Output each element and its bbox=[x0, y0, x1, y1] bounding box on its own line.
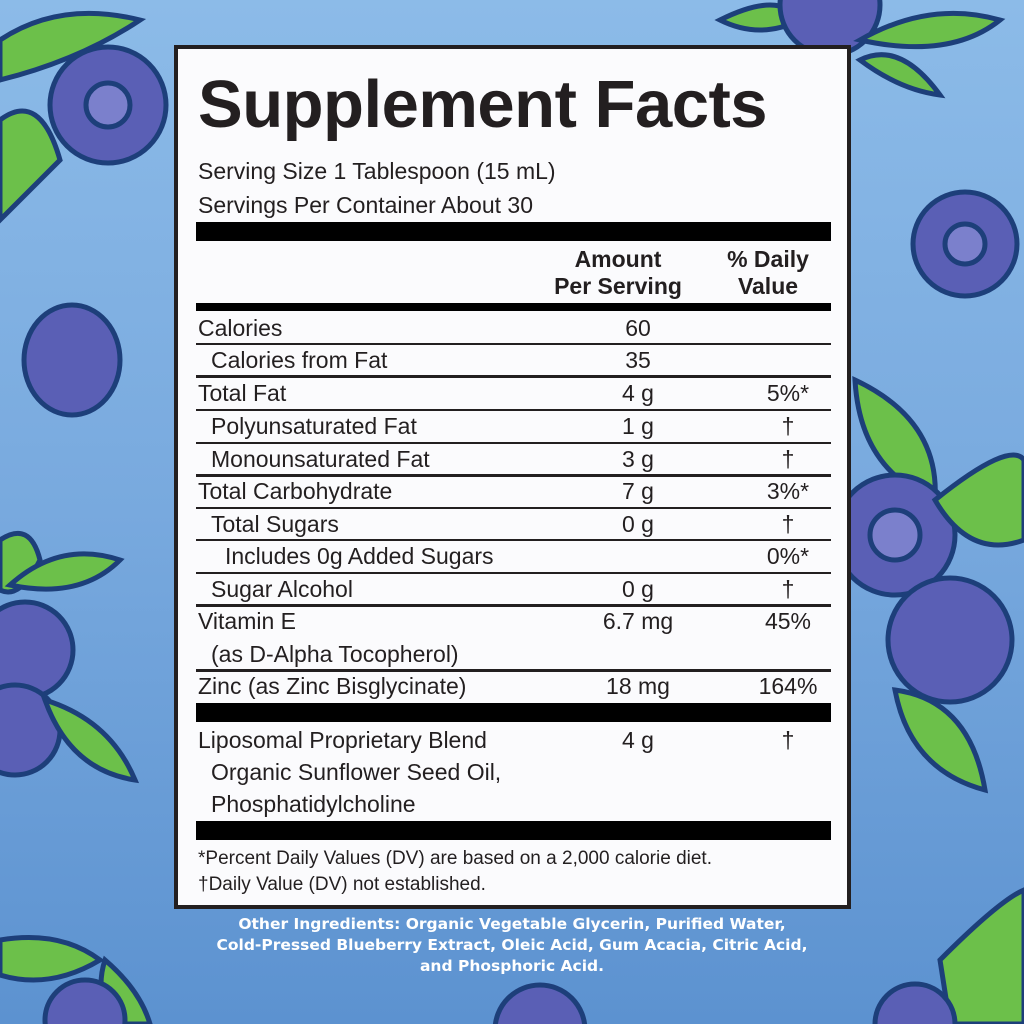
divider-thick bbox=[196, 821, 831, 840]
blend-amount: 4 g bbox=[622, 727, 654, 753]
blueberry-icon bbox=[21, 302, 123, 418]
nutrient-amount: 7 g bbox=[622, 478, 654, 504]
other-ingredients-line: Cold-Pressed Blueberry Extract, Oleic Ac… bbox=[216, 936, 808, 954]
panel-title: Supplement Facts bbox=[198, 67, 768, 142]
other-ingredients: Other Ingredients: Organic Vegetable Gly… bbox=[180, 914, 844, 977]
nutrient-name: Zinc (as Zinc Bisglycinate) bbox=[198, 673, 467, 699]
nutrient-name: Calories from Fat bbox=[211, 347, 388, 373]
column-header-amount: Amount Per Serving bbox=[538, 246, 698, 300]
other-ingredients-line: and Phosphoric Acid. bbox=[419, 957, 605, 975]
dv-header-line1: % Daily bbox=[727, 246, 809, 272]
supplement-facts-panel: Supplement Facts Serving Size 1 Tablespo… bbox=[174, 45, 851, 909]
column-header-dv: % Daily Value bbox=[698, 246, 838, 300]
nutrient-amount: 1 g bbox=[622, 413, 654, 439]
nutrient-dv: † bbox=[781, 576, 795, 602]
footnote-dv: *Percent Daily Values (DV) are based on … bbox=[198, 848, 712, 869]
nutrient-name: Includes 0g Added Sugars bbox=[225, 543, 494, 569]
nutrient-dv: † bbox=[781, 413, 795, 439]
amount-header-line2: Per Serving bbox=[554, 273, 682, 299]
nutrient-dv: 45% bbox=[764, 608, 812, 634]
nutrient-dv: 3%* bbox=[766, 478, 810, 504]
nutrient-amount: 6.7 mg bbox=[602, 608, 674, 634]
footnote-dagger: †Daily Value (DV) not established. bbox=[198, 874, 486, 895]
divider-medium bbox=[196, 303, 831, 311]
divider-thick bbox=[196, 703, 831, 722]
nutrient-dv: † bbox=[781, 446, 795, 472]
nutrient-amount: 4 g bbox=[622, 380, 654, 406]
divider-thick bbox=[196, 222, 831, 241]
nutrient-dv: 5%* bbox=[766, 380, 810, 406]
nutrient-amount: 3 g bbox=[622, 446, 654, 472]
nutrient-amount: 18 mg bbox=[606, 673, 670, 699]
servings-per-container: Servings Per Container About 30 bbox=[198, 192, 533, 218]
blend-ingredient: Phosphatidylcholine bbox=[211, 791, 416, 817]
serving-size: Serving Size 1 Tablespoon (15 mL) bbox=[198, 158, 556, 184]
nutrient-name: Calories bbox=[198, 315, 283, 341]
nutrient-name: Monounsaturated Fat bbox=[211, 446, 430, 472]
nutrient-name: Polyunsaturated Fat bbox=[211, 413, 417, 439]
amount-header-line1: Amount bbox=[574, 246, 662, 272]
other-ingredients-line: Other Ingredients: Organic Vegetable Gly… bbox=[238, 915, 786, 933]
nutrient-dv: 0%* bbox=[766, 543, 810, 569]
leaf-icon bbox=[0, 108, 63, 224]
blend-ingredient: Organic Sunflower Seed Oil, bbox=[211, 759, 502, 785]
nutrient-amount: 0 g bbox=[622, 511, 654, 537]
leaf-icon bbox=[0, 10, 147, 83]
nutrient-source: (as D-Alpha Tocopherol) bbox=[211, 641, 459, 667]
nutrient-name: Sugar Alcohol bbox=[211, 576, 353, 602]
nutrient-amount: 60 bbox=[625, 315, 651, 341]
blend-dv: † bbox=[781, 727, 795, 753]
nutrient-dv: 164% bbox=[758, 673, 818, 699]
blend-name: Liposomal Proprietary Blend bbox=[198, 727, 487, 753]
nutrient-amount: 35 bbox=[625, 347, 651, 373]
nutrient-name: Vitamin E bbox=[198, 608, 297, 634]
nutrient-dv: † bbox=[781, 511, 795, 537]
nutrient-amount: 0 g bbox=[622, 576, 654, 602]
nutrient-name: Total Sugars bbox=[211, 511, 339, 537]
nutrient-name: Total Carbohydrate bbox=[198, 478, 393, 504]
dv-header-line2: Value bbox=[737, 273, 799, 299]
nutrient-name: Total Fat bbox=[198, 380, 287, 406]
